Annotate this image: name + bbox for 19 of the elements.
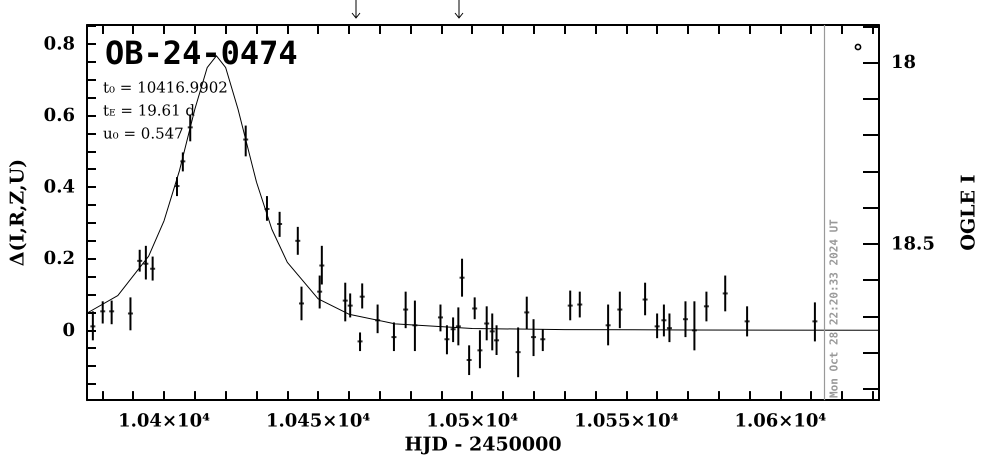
y-tick-label: 0.8	[44, 33, 75, 54]
annotation: Mon Oct 28 22:20:33 2024 UT	[827, 218, 840, 398]
x-axis-title: HJD - 2450000	[404, 434, 562, 456]
x-tick-label: 1.06×10⁴	[734, 410, 826, 432]
y-tick-label: 0	[62, 320, 75, 341]
y-tick-label: 0.2	[44, 248, 75, 270]
annotation: u₀ = 0.547	[103, 124, 184, 142]
y2-tick-label: 18.5	[891, 233, 935, 254]
y-tick-label: 0.4	[44, 176, 75, 198]
x-tick-label: 1.055×10⁴	[574, 410, 679, 432]
chart-title: OB-24-0474	[105, 34, 298, 72]
x-tick-label: 1.05×10⁴	[426, 410, 518, 432]
y2-axis-title: OGLE I	[958, 174, 980, 251]
y-tick-label: 0.6	[44, 105, 75, 126]
y2-tick-label: 18	[891, 52, 916, 74]
annotation: tE = 19.61 d	[103, 102, 196, 120]
y-axis-title: Δ(I,R,Z,U)	[6, 158, 28, 266]
x-tick-label: 1.045×10⁴	[266, 410, 370, 432]
x-tick-label: 1.04×10⁴	[118, 410, 210, 432]
